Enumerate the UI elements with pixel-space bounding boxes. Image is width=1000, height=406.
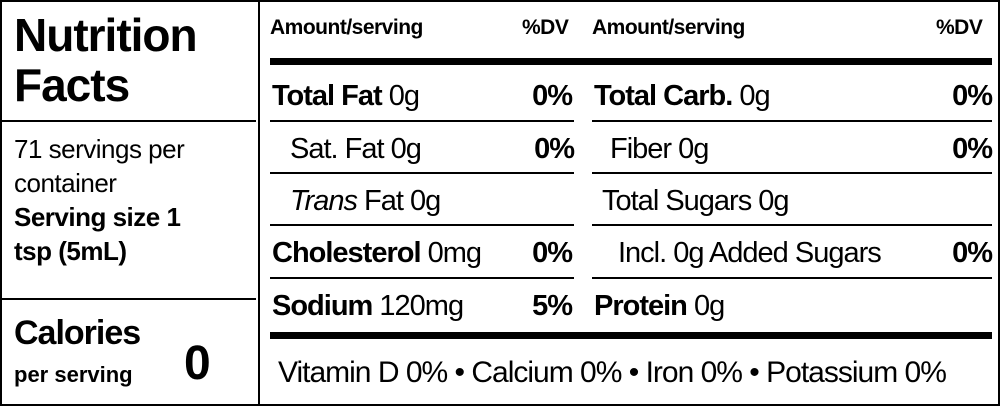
divider bbox=[592, 120, 992, 122]
header-dv: %DV bbox=[936, 16, 983, 39]
header-amount: Amount/serving bbox=[592, 16, 745, 39]
nutrient: Total Fat bbox=[272, 79, 383, 112]
amount: Fat 0g bbox=[364, 184, 441, 217]
nutrient: Fiber bbox=[610, 132, 672, 165]
dv: 0% bbox=[952, 132, 993, 165]
divider bbox=[270, 277, 574, 279]
divider bbox=[270, 224, 574, 226]
thick-bar bbox=[270, 332, 992, 339]
row: Cholesterol 0mg 0% bbox=[272, 227, 573, 279]
dv: 0% bbox=[952, 79, 993, 112]
divider bbox=[592, 172, 992, 174]
header-dv: %DV bbox=[522, 16, 569, 39]
header-amount: Amount/serving bbox=[270, 16, 423, 39]
vitamins: Vitamin D 0% • Calcium 0% • Iron 0% • Po… bbox=[278, 356, 947, 389]
amount: 0g bbox=[693, 289, 725, 322]
dv: 0% bbox=[532, 79, 573, 112]
nutrient: Incl. 0g Added Sugars bbox=[618, 236, 882, 269]
dv: 0% bbox=[952, 236, 993, 269]
nutrient: Sodium bbox=[272, 289, 373, 322]
amount: 0g bbox=[390, 132, 422, 165]
divider bbox=[270, 120, 574, 122]
nutrient: Sat. Fat bbox=[290, 132, 385, 165]
divider bbox=[592, 224, 992, 226]
divider bbox=[2, 120, 256, 122]
row: Total Carb. 0g 0% bbox=[594, 70, 993, 122]
divider bbox=[270, 172, 574, 174]
amount: 0g bbox=[739, 79, 770, 112]
amount: 0g bbox=[758, 184, 789, 217]
title: Nutrition Facts bbox=[14, 9, 198, 111]
row: Sat. Fat 0g 0% bbox=[290, 123, 575, 175]
nutrient: Total Carb. bbox=[594, 79, 733, 112]
amount: 0mg bbox=[427, 236, 482, 269]
row: Trans Fat 0g bbox=[290, 175, 574, 227]
amount: 0g bbox=[388, 79, 420, 112]
amount: 0g bbox=[678, 132, 709, 165]
calories-value: 0 bbox=[184, 337, 211, 390]
thick-bar bbox=[270, 58, 992, 65]
amount: 120mg bbox=[379, 289, 464, 322]
row: Total Fat 0g 0% bbox=[272, 70, 573, 122]
dv: 0% bbox=[534, 132, 575, 165]
row: Incl. 0g Added Sugars 0% bbox=[618, 227, 993, 279]
dv: 0% bbox=[532, 236, 573, 269]
servings: 71 servings per container bbox=[14, 134, 185, 198]
row: Protein 0g bbox=[594, 280, 992, 332]
row: Fiber 0g 0% bbox=[610, 123, 993, 175]
divider bbox=[2, 298, 256, 300]
nutrient: Total Sugars bbox=[602, 184, 752, 217]
divider bbox=[592, 277, 992, 279]
nutrient: Cholesterol bbox=[272, 236, 422, 269]
calories-sub: per serving bbox=[14, 362, 133, 387]
serving-size: Serving size 1 tsp (5mL) bbox=[14, 202, 181, 266]
vertical-divider bbox=[258, 2, 260, 404]
calories-label: Calories bbox=[14, 314, 141, 352]
row: Total Sugars 0g bbox=[602, 175, 992, 227]
nutrient: Trans bbox=[290, 184, 358, 217]
row: Sodium 120mg 5% bbox=[272, 280, 573, 332]
dv: 5% bbox=[532, 289, 573, 322]
nutrient: Protein bbox=[594, 289, 688, 322]
